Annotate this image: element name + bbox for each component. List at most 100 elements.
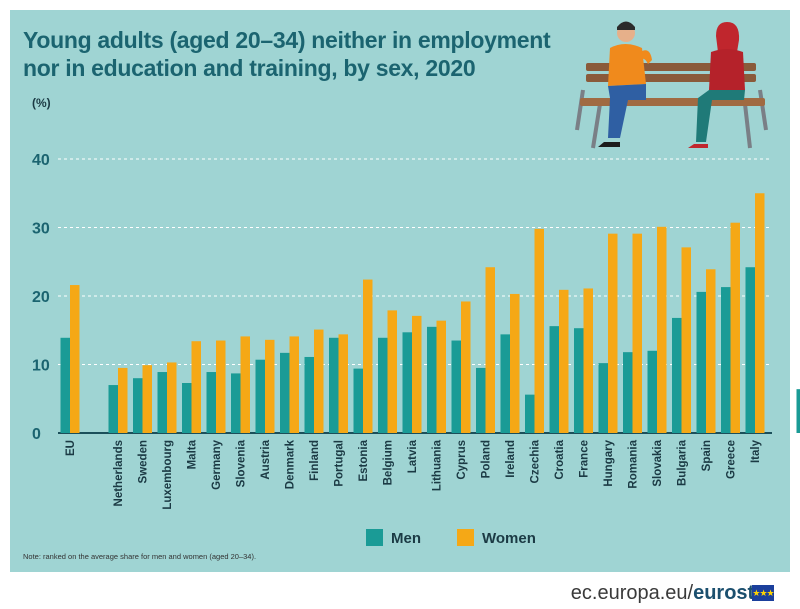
bar-men xyxy=(157,372,167,433)
y-tick-label: 20 xyxy=(32,289,50,306)
bar-men xyxy=(108,385,118,433)
x-tick-label: Luxembourg xyxy=(162,440,174,510)
chart-unit: (%) xyxy=(32,96,51,110)
x-tick-label: Lithuania xyxy=(432,439,444,491)
y-tick-label: 40 xyxy=(32,152,50,169)
x-tick-label: France xyxy=(579,440,591,478)
x-tick-label: Estonia xyxy=(358,439,370,481)
bar-men xyxy=(476,367,486,433)
bar-women xyxy=(412,315,422,433)
bar-women xyxy=(314,329,324,433)
bar-women xyxy=(191,341,201,433)
bar-men xyxy=(500,334,510,433)
bar-women xyxy=(632,233,642,433)
bar-men xyxy=(598,363,608,433)
bar-women xyxy=(608,233,618,433)
bar-men xyxy=(574,328,584,433)
footer-site: ec.europa.eu/ xyxy=(570,582,694,604)
x-tick-label: Croatia xyxy=(554,439,566,479)
bar-women xyxy=(510,293,520,433)
bar-women xyxy=(338,334,348,433)
x-tick-label: Latvia xyxy=(407,439,419,473)
bar-women xyxy=(70,285,80,433)
bar-men xyxy=(133,378,143,433)
bar-men xyxy=(60,337,70,433)
x-tick-label: Slovakia xyxy=(652,439,664,486)
bar-men xyxy=(402,332,412,433)
bar-men xyxy=(721,287,731,433)
bar-women xyxy=(363,279,373,433)
bar-women xyxy=(461,301,471,433)
x-tick-label: Germany xyxy=(211,439,223,489)
bar-men xyxy=(304,356,314,433)
x-tick-label: Greece xyxy=(726,440,738,479)
footer-text: ec.europa.eu/eurostat xyxy=(571,582,772,605)
bar-women xyxy=(485,267,495,433)
bench-illustration xyxy=(575,21,768,149)
x-tick-label: Romania xyxy=(628,439,640,488)
x-tick-label: Malta xyxy=(187,439,199,469)
bar-women xyxy=(583,288,593,433)
bar-men xyxy=(182,382,192,433)
bar-women xyxy=(118,367,128,433)
y-tick-label: 30 xyxy=(32,221,50,238)
bar-men xyxy=(696,291,706,433)
x-tick-label: Cyprus xyxy=(456,440,468,480)
x-tick-label: Bulgaria xyxy=(677,439,689,486)
bar-men xyxy=(231,373,241,433)
bar-men xyxy=(647,350,657,433)
x-tick-label: Netherlands xyxy=(113,440,125,506)
eu-flag-icon: ★★★ xyxy=(752,585,775,601)
bar-men xyxy=(353,368,363,433)
x-tick-label: Austria xyxy=(260,439,272,479)
x-tick-label: Sweden xyxy=(138,440,150,483)
x-tick-label: Finland xyxy=(309,440,321,481)
legend: Men Women xyxy=(366,529,536,547)
x-tick-label: Italy xyxy=(750,439,762,463)
x-tick-label: Spain xyxy=(701,440,713,471)
bar-women xyxy=(436,320,446,433)
x-tick-label: Portugal xyxy=(334,440,346,487)
bar-women xyxy=(534,228,544,433)
chart-title: Young adults (aged 20–34) neither in emp… xyxy=(23,27,551,81)
bar-women xyxy=(216,340,226,433)
bar-men xyxy=(623,352,633,433)
x-tick-label: EU xyxy=(65,440,77,456)
x-tick-label: Belgium xyxy=(383,440,395,485)
bar-women xyxy=(706,269,716,433)
bar-men xyxy=(280,352,290,433)
bar-women xyxy=(681,247,691,433)
bar-men xyxy=(796,389,800,433)
bar-women xyxy=(265,339,275,433)
legend-swatch xyxy=(457,529,474,546)
bar-women xyxy=(755,193,765,433)
bar-men xyxy=(329,337,339,433)
bar-men xyxy=(378,337,388,433)
chart-note: Note: ranked on the average share for me… xyxy=(23,552,257,561)
y-tick-label: 10 xyxy=(32,358,50,375)
bar-men xyxy=(672,317,682,433)
bar-women xyxy=(240,336,250,433)
bar-women xyxy=(167,362,177,433)
bar-men xyxy=(549,326,559,433)
category-labels: EU Netherlands Sweden Luxembourg Malta German… xyxy=(65,439,762,510)
x-tick-label: Poland xyxy=(481,440,493,478)
bar-men xyxy=(745,267,755,433)
bar-men xyxy=(255,359,265,433)
bar-women xyxy=(387,310,397,433)
legend-label: Women xyxy=(482,530,536,547)
bar-men xyxy=(427,326,437,433)
x-tick-label: Denmark xyxy=(285,439,297,489)
y-tick-label: 0 xyxy=(32,426,41,443)
x-tick-label: Czechia xyxy=(530,439,542,483)
bar-men xyxy=(451,340,461,433)
bar-women xyxy=(559,289,569,433)
x-tick-label: Hungary xyxy=(603,439,615,486)
legend-label: Men xyxy=(391,530,421,547)
x-tick-label: Slovenia xyxy=(236,439,248,487)
bar-women xyxy=(289,336,299,433)
x-tick-label: Ireland xyxy=(505,440,517,478)
bars xyxy=(60,193,800,433)
bar-women xyxy=(142,365,152,433)
